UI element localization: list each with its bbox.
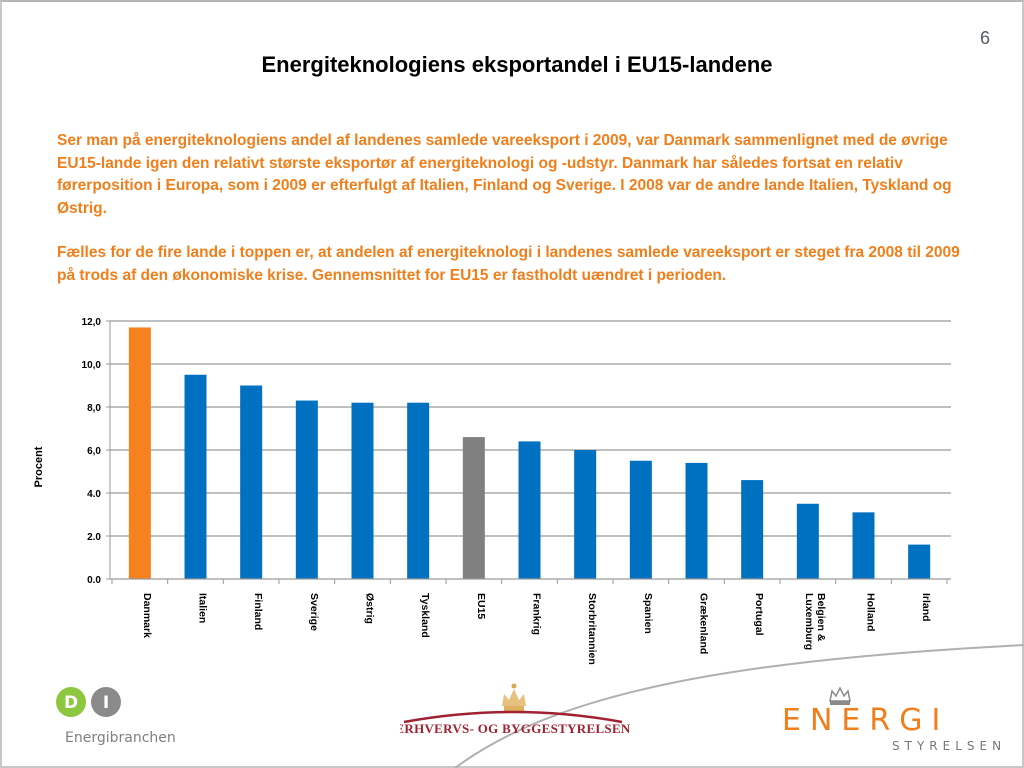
- di-i-circle-icon: [91, 687, 121, 717]
- x-tick-label: Østrig: [364, 593, 376, 624]
- y-tick-label: 8,0: [87, 403, 101, 414]
- di-logo: D I Energibranchen: [55, 685, 185, 760]
- x-tick-label: Sverige: [308, 593, 320, 631]
- ebst-name: Erhvervs- og Byggestyrelsen: [400, 721, 630, 736]
- x-tick-label: Italien: [197, 593, 209, 623]
- slide-title: Energiteknologiens eksportandel i EU15-l…: [261, 52, 773, 77]
- intro-paragraph-2: Fælles for de fire lande i toppen er, at…: [57, 244, 960, 284]
- ebst-logo: Erhvervs- og Byggestyrelsen: [395, 680, 631, 745]
- x-tick-labels: Danmark Italien Finland Sverige Østrig Tyskla…: [141, 593, 932, 665]
- x-tick-label: Tyskland: [419, 593, 431, 638]
- bar-irland: [908, 544, 931, 579]
- intro-paragraph-1: Ser man på energiteknologiens andel af l…: [57, 132, 952, 217]
- x-tick-label: Belgien &: [815, 593, 827, 642]
- page-number: 6: [979, 28, 990, 48]
- intro-text: Ser man på energiteknologiens andel af l…: [57, 130, 967, 309]
- bar-tyskland: [407, 402, 430, 579]
- y-tick-labels: 0.0 2.0 4.0 6,0 8,0 10,0 12,0: [82, 317, 102, 586]
- crown-icon: [829, 686, 851, 705]
- axes: [106, 320, 951, 584]
- y-tick-label: 2.0: [87, 532, 101, 543]
- bar-belgien-luxemburg: [796, 503, 819, 579]
- bar-eu15: [462, 437, 485, 579]
- bar-grækenland: [685, 462, 708, 579]
- x-tick-label: Holland: [865, 593, 877, 632]
- bar-storbritannien: [574, 450, 597, 579]
- bar-italien: [184, 374, 207, 579]
- di-letter-d: D: [64, 693, 78, 713]
- x-tick-label: Danmark: [141, 593, 153, 638]
- ens-name-bottom: STYRELSEN: [892, 739, 1006, 753]
- x-tick-label: EU15: [475, 593, 487, 619]
- bar-østrig: [351, 402, 374, 579]
- bar-sverige: [295, 400, 318, 579]
- y-tick-label: 12,0: [82, 317, 102, 328]
- di-name: Energibranchen: [65, 730, 176, 746]
- bar-chart: 0.0 2.0 4.0 6,0 8,0 10,0 12,0 Danmark Italien Fi…: [33, 317, 951, 665]
- bars: [128, 327, 931, 579]
- y-tick-label: 4.0: [87, 489, 101, 500]
- x-tick-label: Storbritannien: [586, 593, 598, 665]
- bar-portugal: [741, 480, 764, 579]
- y-tick-label: 6,0: [87, 446, 101, 457]
- x-tick-label: Luxemburg: [803, 593, 815, 650]
- y-tick-label: 10,0: [82, 360, 102, 371]
- bar-finland: [240, 385, 263, 579]
- x-tick-label: Spanien: [642, 593, 654, 634]
- y-axis-label: Procent: [33, 446, 45, 487]
- x-tick-label: Frankrig: [531, 593, 543, 635]
- di-letter-i: I: [103, 693, 109, 713]
- x-tick-label: Irland: [920, 593, 932, 622]
- di-d-circle-icon: [56, 687, 86, 717]
- bar-frankrig: [518, 441, 541, 579]
- bar-spanien: [629, 460, 652, 579]
- x-tick-label: Finland: [252, 593, 264, 630]
- y-tick-label: 0.0: [87, 575, 101, 586]
- ens-name-top: ENERGI: [782, 703, 949, 738]
- bar-holland: [852, 512, 875, 579]
- x-tick-label: Grækenland: [698, 593, 710, 654]
- crown-icon: [502, 683, 526, 712]
- x-tick-label: Portugal: [753, 593, 765, 636]
- ebst-arc: [403, 710, 623, 724]
- energistyrelsen-logo: ENERGI STYRELSEN: [780, 685, 1010, 760]
- bar-danmark: [128, 327, 151, 579]
